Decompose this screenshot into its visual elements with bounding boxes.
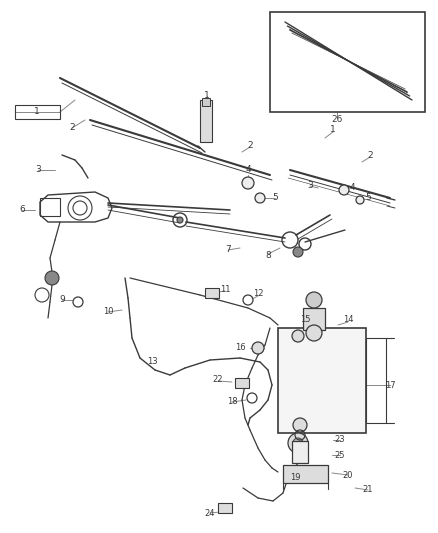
Text: 21: 21 [363, 486, 373, 495]
Bar [292, 441, 308, 463]
Text: 1: 1 [330, 125, 336, 134]
Text: 20: 20 [343, 471, 353, 480]
Bar [205, 288, 219, 298]
Text: 9: 9 [59, 295, 65, 304]
Text: 26: 26 [331, 116, 343, 125]
Text: 5: 5 [272, 193, 278, 203]
Text: 4: 4 [245, 166, 251, 174]
Circle shape [177, 217, 183, 223]
Circle shape [242, 177, 254, 189]
Text: 18: 18 [227, 398, 237, 407]
Circle shape [45, 271, 59, 285]
Text: 4: 4 [349, 183, 355, 192]
Bar [278, 328, 366, 433]
Bar [303, 308, 325, 330]
Text: 13: 13 [147, 358, 157, 367]
Bar [366, 338, 386, 423]
Bar [235, 378, 249, 388]
Text: 25: 25 [335, 450, 345, 459]
Circle shape [288, 433, 308, 453]
Bar [40, 198, 60, 216]
Text: 23: 23 [335, 435, 345, 445]
Text: 19: 19 [290, 473, 300, 482]
Text: 7: 7 [225, 246, 231, 254]
Circle shape [252, 342, 264, 354]
Bar [283, 465, 328, 483]
Bar [270, 12, 425, 112]
Circle shape [339, 185, 349, 195]
Bar [15, 105, 60, 119]
Text: 10: 10 [103, 308, 113, 317]
Text: 6: 6 [19, 206, 25, 214]
Text: 15: 15 [300, 316, 310, 325]
Text: 14: 14 [343, 316, 353, 325]
Text: 1: 1 [204, 92, 210, 101]
Circle shape [293, 247, 303, 257]
Text: 8: 8 [265, 251, 271, 260]
Circle shape [292, 330, 304, 342]
Text: 3: 3 [307, 181, 313, 190]
Text: 2: 2 [69, 124, 75, 133]
Text: 17: 17 [385, 381, 396, 390]
Text: 11: 11 [220, 286, 230, 295]
Bar [202, 98, 210, 106]
Circle shape [356, 196, 364, 204]
Circle shape [306, 292, 322, 308]
Text: 3: 3 [35, 166, 41, 174]
Circle shape [293, 438, 303, 448]
Bar [218, 503, 232, 513]
Bar [200, 100, 212, 142]
Text: 12: 12 [253, 289, 263, 298]
Circle shape [306, 325, 322, 341]
Text: 24: 24 [205, 508, 215, 518]
Text: 22: 22 [213, 376, 223, 384]
Text: 2: 2 [247, 141, 253, 149]
Text: 16: 16 [235, 343, 245, 352]
Circle shape [293, 418, 307, 432]
Text: 1: 1 [34, 108, 40, 117]
Text: 2: 2 [367, 150, 373, 159]
Circle shape [255, 193, 265, 203]
Text: 5: 5 [365, 193, 371, 203]
